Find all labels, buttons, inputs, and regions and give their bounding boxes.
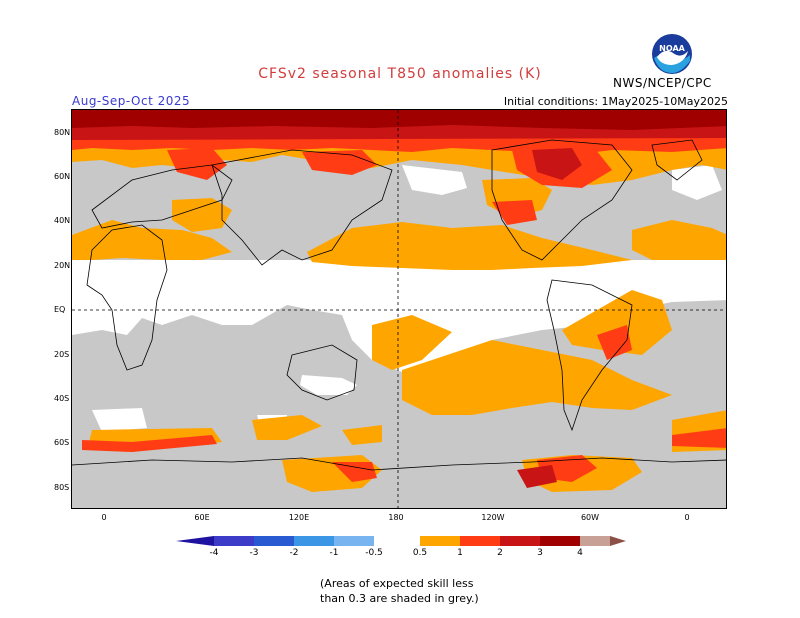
- legend-swatch-lt-4: [176, 536, 214, 546]
- legend-swatch-gt-5: [610, 536, 626, 546]
- legend-swatch-neutral: [374, 536, 420, 546]
- map-title: CFSv2 seasonal T850 anomalies (K): [258, 66, 542, 82]
- legend-swatch-1-05: [334, 536, 374, 546]
- positive-anomaly-north-pacific: [307, 222, 632, 270]
- lat-label-40s: 40S: [54, 394, 70, 403]
- agency-label: NWS/NCEP/CPC: [613, 76, 712, 90]
- lat-label-60s: 60S: [54, 438, 70, 447]
- legend-tick-3: 3: [537, 548, 543, 558]
- skill-note-line1: (Areas of expected skill less: [320, 577, 474, 590]
- anomaly-map-svg: [72, 110, 726, 508]
- noaa-logo-icon: NOAA: [652, 34, 692, 74]
- legend-tick-neg2: -2: [289, 548, 299, 558]
- legend-swatch-2-3: [500, 536, 540, 546]
- legend-swatch-3-2: [254, 536, 294, 546]
- color-legend-bar: [176, 536, 626, 546]
- legend-swatch-2-1: [294, 536, 334, 546]
- lat-label-40n: 40N: [54, 216, 71, 225]
- coastlines: [72, 139, 726, 471]
- lon-label-60w: 60W: [580, 513, 600, 522]
- season-label: Aug-Sep-Oct 2025: [72, 94, 191, 108]
- legend-swatch-4-3: [214, 536, 254, 546]
- legend-swatch-3-4: [540, 536, 580, 546]
- legend-tick-neg1: -1: [329, 548, 339, 558]
- legend-tick-neg05: -0.5: [365, 548, 383, 558]
- lon-label-120e: 120E: [288, 513, 310, 522]
- lat-label-20s: 20S: [54, 350, 70, 359]
- initial-conditions-label: Initial conditions: 1May2025-10May2025: [503, 95, 728, 108]
- skill-note: (Areas of expected skill less than 0.3 a…: [320, 576, 560, 606]
- legend-tick-1: 1: [457, 548, 463, 558]
- positive-anomaly-south-pacific: [402, 340, 672, 415]
- anomaly-map: [71, 109, 727, 509]
- legend-tick-2: 2: [497, 548, 503, 558]
- legend-swatch-4-5: [580, 536, 610, 546]
- lat-label-80n: 80N: [54, 128, 71, 137]
- lat-label-eq: EQ: [54, 305, 66, 314]
- legend-tick-neg3: -3: [249, 548, 259, 558]
- lon-label-60e: 60E: [194, 513, 210, 522]
- lat-label-60n: 60N: [54, 172, 71, 181]
- legend-tick-05: 0.5: [412, 548, 428, 558]
- lon-label-0-east: 0: [684, 513, 690, 522]
- lon-label-0: 0: [101, 513, 107, 522]
- legend-swatch-05-1: [420, 536, 460, 546]
- lon-label-180: 180: [388, 513, 404, 522]
- positive-anomaly-polar-cap: [72, 110, 726, 130]
- neutral-tropical-band: [72, 260, 726, 372]
- lon-label-120w: 120W: [481, 513, 505, 522]
- legend-tick-neg4: -4: [209, 548, 219, 558]
- lat-label-80s: 80S: [54, 483, 70, 492]
- noaa-logo-text: NOAA: [659, 44, 685, 53]
- skill-note-line2: than 0.3 are shaded in grey.): [320, 592, 479, 605]
- legend-swatch-1-2: [460, 536, 500, 546]
- legend-tick-4: 4: [577, 548, 583, 558]
- lat-label-20n: 20N: [54, 261, 71, 270]
